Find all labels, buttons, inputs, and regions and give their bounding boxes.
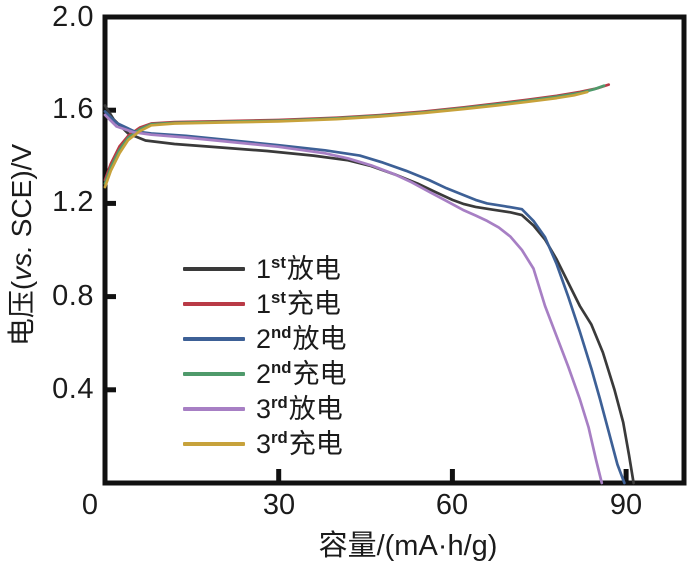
legend-cycle-number: 3 (256, 393, 272, 424)
legend-text: 充电 (286, 288, 341, 319)
legend-cycle-number: 1 (256, 288, 272, 319)
legend-text: 充电 (292, 358, 347, 389)
legend-swatch (183, 371, 245, 376)
legend-cycle-number: 3 (256, 428, 272, 459)
legend-text: 放电 (292, 323, 347, 354)
data-curves (103, 83, 635, 485)
legend-item-3rd-discharge: 3rd放电 (183, 391, 346, 426)
curve-3rd放电 (103, 113, 604, 485)
plot-frame (102, 14, 687, 486)
legend-text: 放电 (288, 393, 343, 424)
legend-ordinal: nd (271, 357, 292, 377)
legend-label: 2nd充电 (256, 359, 346, 389)
x-axis-title: 容量/(mA·h/g) (318, 530, 498, 562)
legend-text: 充电 (288, 428, 343, 459)
legend-ordinal: rd (271, 392, 288, 412)
legend-ordinal: st (271, 252, 286, 272)
axis-tick-marks (104, 107, 629, 481)
legend-ordinal: rd (271, 427, 288, 447)
x-tick-label: 30 (262, 489, 296, 521)
legend-swatch (183, 301, 245, 306)
legend-label: 3rd充电 (256, 429, 343, 459)
legend-text: 放电 (286, 253, 341, 284)
curve-2nd放电 (103, 110, 626, 485)
legend-swatch (183, 441, 245, 446)
legend-item-2nd-charge: 2nd充电 (183, 356, 346, 391)
y-axis-title-prefix: 电压( (6, 280, 37, 347)
legend-item-3rd-charge: 3rd充电 (183, 426, 346, 461)
legend-cycle-number: 2 (256, 323, 272, 354)
x-tick-label: 0 (81, 489, 99, 521)
curve-3rd充电 (103, 90, 589, 189)
y-tick-label: 1.2 (52, 186, 94, 218)
legend: 1st放电 1st充电 2nd放电 2nd充电 3rd放电 3rd充电 (183, 251, 346, 461)
legend-label: 2nd放电 (256, 324, 346, 354)
legend-cycle-number: 1 (256, 253, 272, 284)
legend-ordinal: st (271, 287, 286, 307)
x-tick-label: 60 (435, 489, 469, 521)
legend-item-1st-charge: 1st充电 (183, 286, 346, 321)
y-axis-title-vs: vs. (6, 245, 37, 281)
y-tick-label: 2.0 (52, 1, 94, 33)
x-tick-label: 90 (609, 489, 643, 521)
legend-cycle-number: 2 (256, 358, 272, 389)
legend-item-2nd-discharge: 2nd放电 (183, 321, 346, 356)
legend-swatch (183, 336, 245, 341)
legend-swatch (183, 406, 245, 411)
legend-label: 1st充电 (256, 289, 341, 319)
legend-label: 1st放电 (256, 254, 341, 284)
legend-item-1st-discharge: 1st放电 (183, 251, 346, 286)
y-tick-label: 0.8 (52, 280, 94, 312)
y-tick-label: 1.6 (52, 93, 94, 125)
curve-1st放电 (103, 104, 635, 485)
y-axis-title-suffix: SCE)/V (6, 143, 37, 246)
legend-label: 3rd放电 (256, 394, 343, 424)
legend-ordinal: nd (271, 322, 292, 342)
y-tick-label: 0.4 (52, 373, 94, 405)
legend-swatch (183, 266, 245, 271)
y-axis-title: 电压(vs. SCE)/V (3, 85, 41, 405)
